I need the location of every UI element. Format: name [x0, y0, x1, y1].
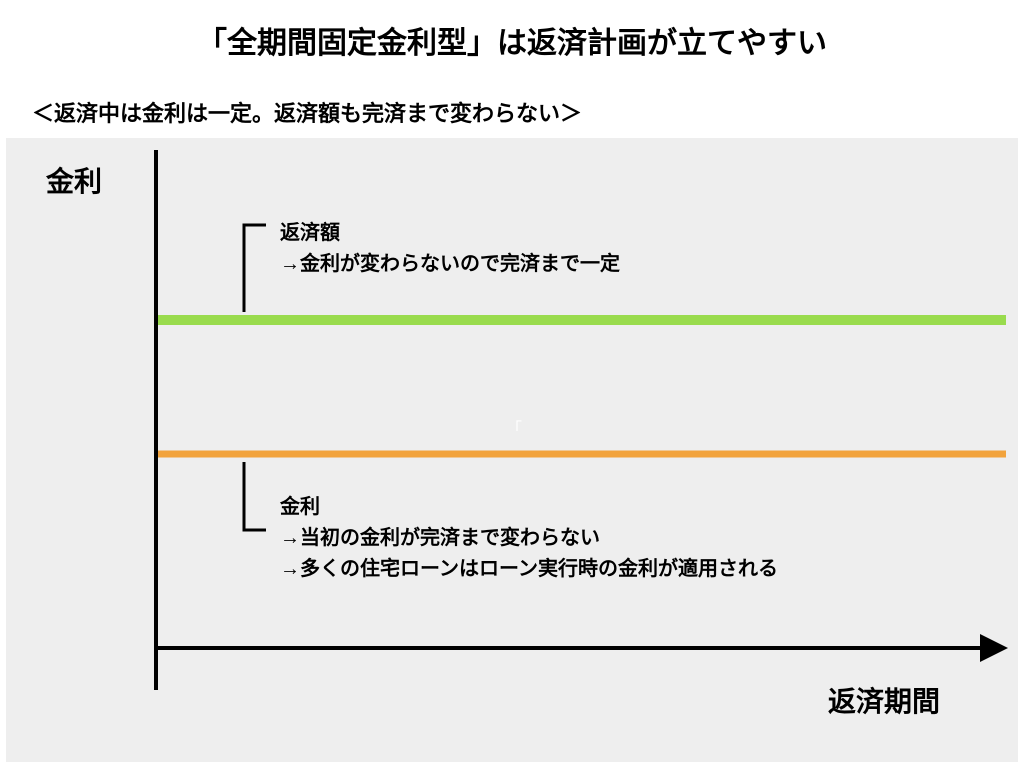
repayment-annotation-line2: →金利が変わらないので完済まで一定	[280, 253, 620, 275]
page-subtitle: ＜返済中は金利は一定。返済額も完済まで変わらない＞	[32, 96, 582, 128]
interest-annotation-line1: 金利	[280, 496, 320, 518]
interest-annotation-line2: →当初の金利が完済まで変わらない	[280, 527, 600, 549]
interest-annotation-line3: →多くの住宅ローンはローン実行時の金利が適用される	[280, 558, 778, 580]
page-title: 「全期間固定金利型」は返済計画が立てやすい	[0, 18, 1024, 62]
repayment-annotation: 返済額 →金利が変わらないので完済まで一定	[280, 218, 620, 280]
repayment-annotation-line1: 返済額	[280, 222, 340, 244]
page: 「全期間固定金利型」は返済計画が立てやすい ＜返済中は金利は一定。返済額も完済ま…	[0, 0, 1024, 768]
center-mark: 「	[506, 418, 522, 443]
interest-annotation: 金利 →当初の金利が完済まで変わらない →多くの住宅ローンはローン実行時の金利が…	[280, 492, 778, 585]
y-axis-label: 金利	[46, 160, 102, 200]
x-axis-label: 返済期間	[828, 680, 940, 720]
